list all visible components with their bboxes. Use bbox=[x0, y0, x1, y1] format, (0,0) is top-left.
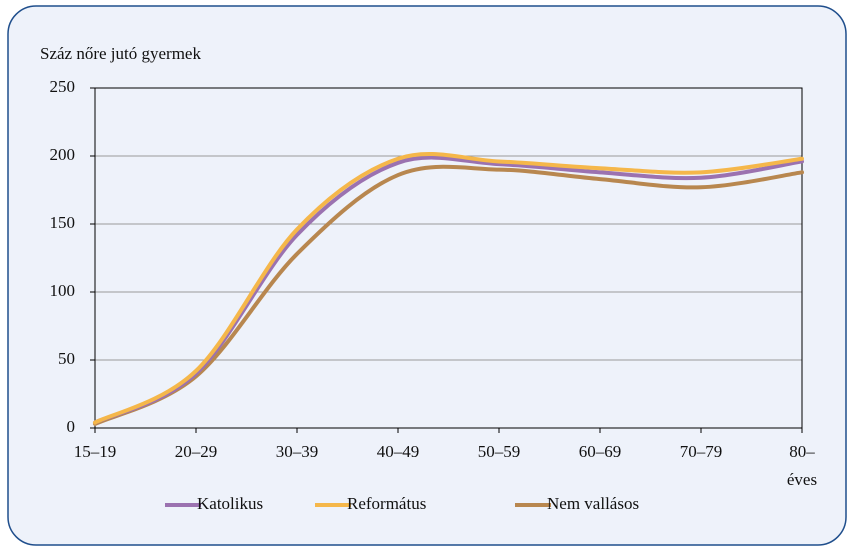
plot-frame bbox=[94, 87, 803, 429]
y-tick-label: 200 bbox=[50, 145, 76, 164]
y-tick-label: 150 bbox=[50, 213, 76, 232]
x-tick-label: 60–69 bbox=[579, 442, 622, 461]
x-tick-label: 80– éves bbox=[787, 442, 817, 489]
legend-label: Református bbox=[347, 494, 426, 513]
x-tick-label: 15–19 bbox=[74, 442, 117, 461]
y-tick-label: 0 bbox=[67, 417, 76, 436]
x-tick-label: 50–59 bbox=[478, 442, 521, 461]
y-tick-label: 50 bbox=[58, 349, 75, 368]
legend-label: Katolikus bbox=[197, 494, 263, 513]
panel bbox=[7, 5, 847, 546]
x-tick-label: 40–49 bbox=[377, 442, 420, 461]
x-tick-label: 20–29 bbox=[175, 442, 218, 461]
y-tick-label: 100 bbox=[50, 281, 76, 300]
chart-title: Száz nőre jutó gyermek bbox=[40, 44, 201, 63]
y-tick-label: 250 bbox=[50, 77, 76, 96]
x-tick-label: 70–79 bbox=[680, 442, 723, 461]
x-tick-label: 30–39 bbox=[276, 442, 319, 461]
legend-label: Nem vallásos bbox=[547, 494, 639, 513]
series-line bbox=[93, 164, 804, 426]
series-line bbox=[93, 152, 804, 425]
